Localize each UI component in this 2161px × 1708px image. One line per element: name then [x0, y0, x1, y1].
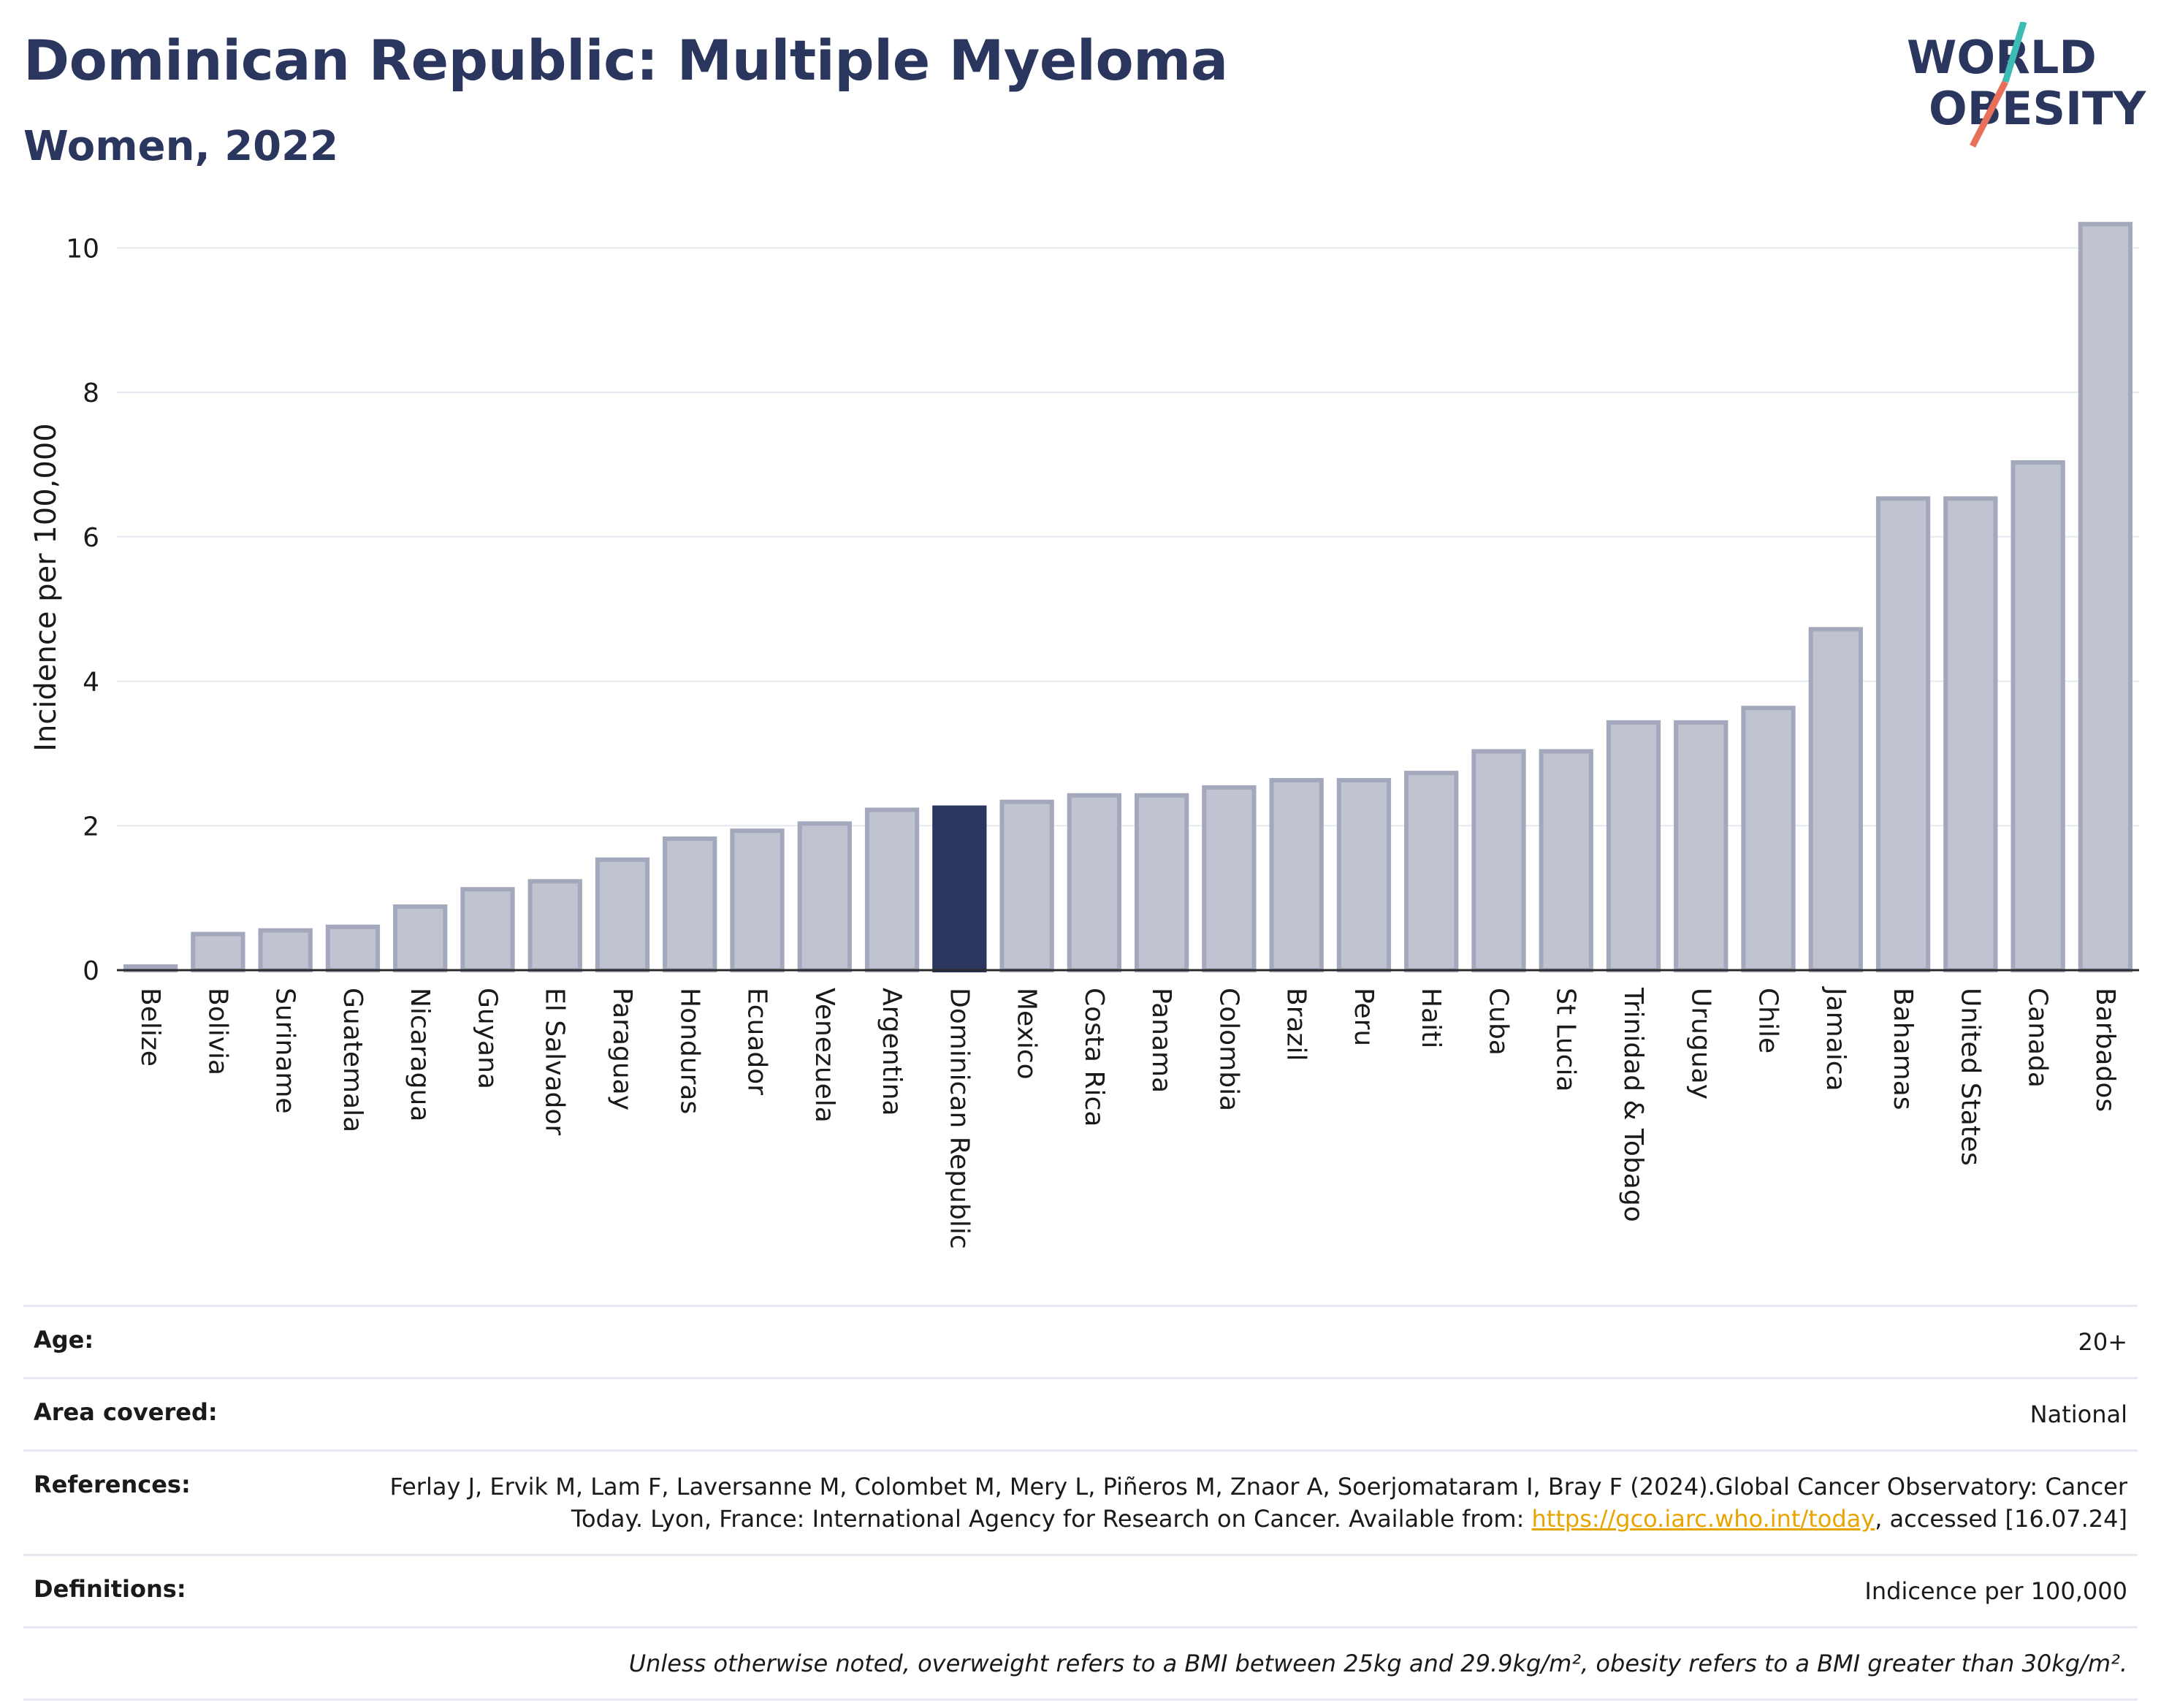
bar	[325, 924, 381, 972]
x-tick-label: Jamaica	[1821, 986, 1851, 1091]
logo-line2: OBESITY	[1929, 82, 2146, 135]
x-tick-label: Dominican Republic	[944, 988, 974, 1249]
info-value: National	[2029, 1400, 2127, 1428]
x-tick-label: Bolivia	[202, 988, 232, 1075]
info-key: References:	[34, 1471, 191, 1498]
x-tick-labels: Belize Bolivia Suriname Guatemala Nicaragua G…	[135, 986, 2120, 1249]
bar	[1067, 793, 1122, 972]
bar	[1404, 771, 1459, 972]
bar	[2078, 221, 2133, 972]
x-tick-label: Argentina	[877, 988, 907, 1116]
logo-line1: WORLD	[1907, 31, 2097, 84]
x-tick-label: El Salvador	[540, 988, 570, 1135]
x-tick-label: Panama	[1146, 988, 1176, 1093]
x-tick-label: Suriname	[270, 988, 300, 1114]
bar	[1134, 793, 1189, 972]
bar	[999, 799, 1054, 972]
bar	[595, 857, 650, 972]
info-row-references: References: Ferlay J, Ervik M, Lam F, La…	[23, 1449, 2138, 1554]
x-tick-label: Guatemala	[338, 988, 367, 1132]
x-tick-label: Peru	[1349, 988, 1379, 1046]
info-key: Age:	[34, 1326, 94, 1354]
bar	[1808, 627, 1863, 972]
x-tick-label: Uruguay	[1685, 988, 1715, 1099]
bar	[663, 836, 717, 973]
reference-link[interactable]: https://gco.iarc.who.int/today	[1531, 1505, 1875, 1533]
bar	[460, 887, 515, 973]
x-tick-label: Trinidad & Tobago	[1618, 987, 1648, 1222]
bar-chart: 0 2 4 6 8 10 Belize Bolivia Suriname Guatemala Ni…	[29, 221, 2139, 1249]
info-row-area: Area covered: National	[23, 1377, 2138, 1449]
reference-text: Ferlay J, Ervik M, Lam F, Laversanne M, …	[389, 1473, 2127, 1533]
bar	[1269, 777, 1324, 973]
x-tick-label: Venezuela	[809, 988, 839, 1123]
bar	[393, 904, 448, 972]
bar	[797, 821, 852, 972]
bar	[1336, 777, 1392, 973]
y-tick-label: 4	[83, 668, 99, 698]
x-tick-label: Haiti	[1416, 988, 1446, 1048]
x-tick-label: Brazil	[1281, 988, 1311, 1061]
bar	[527, 879, 582, 972]
x-tick-label: Barbados	[2090, 988, 2120, 1112]
bar	[1471, 749, 1526, 972]
x-tick-label: Guyana	[472, 988, 502, 1089]
logo-slash-teal	[2002, 22, 2027, 83]
x-tick-label: Colombia	[1213, 988, 1243, 1111]
x-tick-label: Belize	[135, 988, 165, 1067]
reference-suffix: , accessed [16.07.24]	[1875, 1505, 2127, 1533]
y-tick-label: 8	[83, 378, 99, 408]
bar	[2011, 460, 2065, 972]
y-axis-label: Incidence per 100,000	[29, 423, 63, 752]
bar	[1875, 496, 1931, 972]
x-tick-label: Cuba	[1483, 988, 1513, 1056]
world-obesity-logo: WORLD OBESITY	[1907, 22, 2146, 148]
bar	[1539, 749, 1593, 972]
x-tick-label: Honduras	[674, 988, 704, 1114]
bars	[123, 221, 2133, 973]
info-key: Definitions:	[34, 1575, 186, 1603]
info-value: 20+	[2078, 1328, 2127, 1356]
x-tick-label: Ecuador	[742, 988, 772, 1095]
x-tick-label: Chile	[1753, 988, 1783, 1053]
bar-highlighted	[932, 805, 987, 972]
y-tick-label: 0	[83, 956, 99, 986]
info-value: Indicence per 100,000	[1864, 1577, 2127, 1605]
x-tick-label: Canada	[2023, 988, 2053, 1088]
x-tick-label: Paraguay	[607, 988, 637, 1110]
y-tick-label: 6	[83, 523, 99, 553]
bar	[1741, 706, 1796, 972]
x-tick-label: Mexico	[1012, 988, 1042, 1080]
bar	[1202, 785, 1257, 972]
x-tick-label: United States	[1955, 988, 1985, 1166]
bar	[1943, 496, 1998, 972]
y-tick-labels: 0 2 4 6 8 10	[66, 234, 99, 986]
bar	[258, 928, 313, 973]
info-key: Area covered:	[34, 1398, 218, 1426]
chart-title: Dominican Republic: Multiple Myeloma	[23, 28, 1228, 93]
x-tick-label: Nicaragua	[405, 988, 435, 1121]
logo-slash-red	[1969, 80, 2009, 148]
info-row-note: Unless otherwise noted, overweight refer…	[23, 1626, 2138, 1701]
y-tick-label: 2	[83, 812, 99, 842]
chart-subtitle: Women, 2022	[23, 123, 339, 170]
info-value: Ferlay J, Ervik M, Lam F, Laversanne M, …	[374, 1471, 2127, 1535]
info-table: Age: 20+ Area covered: National Referenc…	[23, 1305, 2138, 1701]
bar	[191, 931, 245, 973]
info-note: Unless otherwise noted, overweight refer…	[628, 1650, 2127, 1677]
info-row-age: Age: 20+	[23, 1305, 2138, 1377]
x-tick-label: St Lucia	[1551, 988, 1581, 1092]
bar	[1606, 720, 1661, 972]
x-tick-label: Costa Rica	[1079, 988, 1109, 1126]
bar	[730, 828, 785, 973]
x-tick-label: Bahamas	[1888, 988, 1918, 1110]
bar	[1674, 720, 1729, 972]
y-tick-label: 10	[66, 234, 99, 264]
bar	[864, 807, 920, 972]
info-row-definitions: Definitions: Indicence per 100,000	[23, 1554, 2138, 1626]
